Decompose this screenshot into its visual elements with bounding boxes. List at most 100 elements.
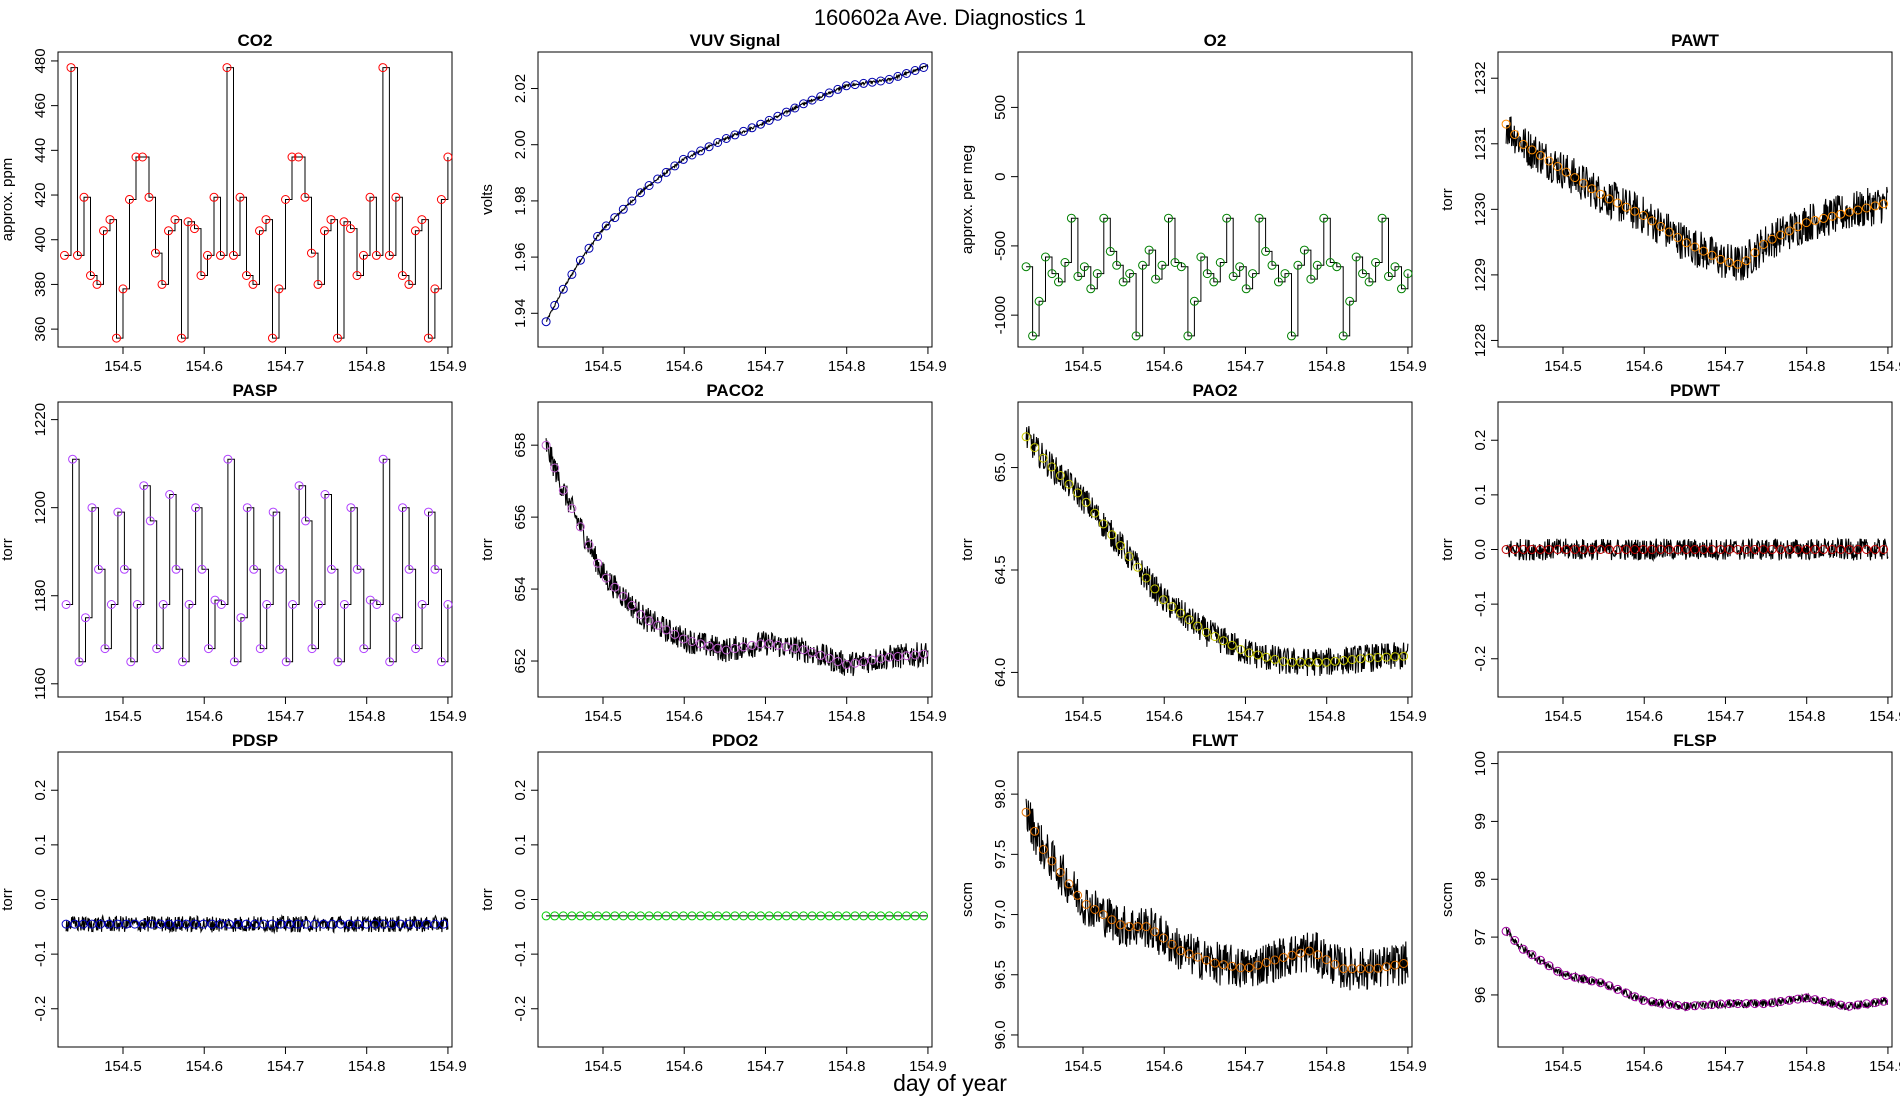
y-tick-label: 0.0 [1472,539,1489,560]
y-axis-label: approx. per meg [959,145,976,254]
y-tick-label: -0.1 [512,941,529,967]
panel-pdsp: PDSP torr -0.2 -0.1 0.0 0.1 0.2 154.5 154.6 154.7… [0,731,467,1075]
y-tick-label: 1160 [32,668,49,700]
y-tick-label: 0 [992,172,1009,180]
y-tick-label: 420 [32,183,49,208]
figure-title: 160602a Ave. Diagnostics 1 [814,5,1086,30]
y-tick-label: -0.2 [1472,646,1489,672]
plot-frame [538,752,932,1047]
y-tick-label: 1229 [1472,258,1489,291]
panel-title: PAO2 [1192,381,1237,400]
average-point [1614,546,1622,554]
y-tick-label: 1230 [1472,193,1489,226]
y-tick-label: 656 [512,505,529,530]
x-tick-label: 154.8 [1788,1058,1826,1075]
x-tick-label: 154.7 [1227,1058,1265,1075]
average-point [1597,190,1605,198]
y-axis-label: sccm [959,882,976,917]
y-tick-label: 97.5 [992,840,1009,869]
panel-title: PASP [232,381,277,400]
x-tick-label: 154.5 [104,708,142,725]
x-tick-label: 154.9 [1389,358,1427,375]
raw-trace [546,65,928,321]
raw-trace [66,459,448,662]
y-tick-label: -500 [992,231,1009,261]
y-tick-label: 0.1 [32,834,49,855]
x-tick-label: 154.8 [1308,1058,1346,1075]
plot-frame [538,52,932,347]
y-tick-label: 0.0 [32,889,49,910]
y-axis-label: sccm [1439,882,1456,917]
x-tick-label: 154.7 [267,1058,305,1075]
x-tick-label: 154.6 [1625,358,1663,375]
x-tick-label: 154.5 [1064,708,1102,725]
panel-co2: CO2 approx. ppm 360 380 400 420 440 460 480 154.5… [0,31,467,375]
panel-o2: O2 approx. per meg -1000 -500 0 500 154.5 154.6… [959,31,1427,375]
y-tick-label: 64.5 [992,555,1009,584]
y-tick-label: 0.1 [1472,484,1489,505]
y-tick-label: 0.2 [1472,430,1489,451]
y-tick-label: 97 [1472,929,1489,946]
panel-title: PDO2 [712,731,758,750]
x-tick-label: 154.6 [665,708,703,725]
y-tick-label: 1200 [32,491,49,524]
y-tick-label: 64.0 [992,658,1009,687]
x-tick-label: 154.6 [1145,358,1183,375]
panel-flwt: FLWTsccm96.096.597.097.598.0154.5 154.6 15… [959,731,1427,1075]
x-tick-label: 154.7 [267,358,305,375]
y-tick-label: -0.2 [32,996,49,1022]
y-axis-label: torr [959,538,976,561]
x-tick-label: 154.7 [747,708,785,725]
raw-trace [1026,218,1408,336]
x-tick-label: 154.7 [747,1058,785,1075]
average-point [714,139,722,147]
x-tick-label: 154.7 [1227,708,1265,725]
x-tick-label: 154.9 [429,708,467,725]
x-tick-label: 154.5 [104,358,142,375]
y-tick-label: -0.1 [1472,591,1489,617]
raw-trace [1506,539,1888,561]
y-tick-label: 658 [512,433,529,458]
panel-paco2: PACO2torr652654656658154.5 154.6 154.7 154.… [479,381,947,725]
x-tick-label: 154.5 [1544,1058,1582,1075]
y-tick-label: 99 [1472,813,1489,830]
y-tick-label: 0.1 [512,834,529,855]
y-tick-label: 2.02 [512,74,529,103]
panel-title: CO2 [238,31,273,50]
y-axis-label: torr [479,888,496,911]
average-point [594,232,602,240]
x-tick-label: 154.6 [1625,1058,1663,1075]
y-tick-label: 98 [1472,871,1489,888]
x-tick-label: 154.8 [348,708,386,725]
x-tick-label: 154.6 [665,1058,703,1075]
y-tick-label: 2.00 [512,130,529,159]
y-axis-label: torr [1439,538,1456,561]
raw-trace [66,916,448,932]
y-tick-label: 1.94 [512,299,529,328]
panel-title: PDWT [1670,381,1721,400]
x-tick-label: 154.6 [185,708,223,725]
x-tick-label: 154.7 [1707,708,1745,725]
plot-frame [1498,52,1892,347]
y-tick-label: 96.5 [992,960,1009,989]
y-tick-label: 96 [1472,987,1489,1004]
y-tick-label: 652 [512,649,529,674]
figure: 160602a Ave. Diagnostics 1 day of year C… [0,0,1900,1100]
panel-pdo2: PDO2torr-0.2-0.10.00.10.2154.5 154.6 154.7… [479,731,947,1075]
x-tick-label: 154.9 [1389,1058,1427,1075]
figure-canvas: 160602a Ave. Diagnostics 1 day of year C… [0,0,1900,1100]
y-tick-label: 1228 [1472,324,1489,357]
y-tick-label: 380 [32,272,49,297]
average-point [1502,120,1510,128]
y-tick-label: 500 [992,95,1009,120]
raw-trace [1506,117,1888,281]
y-axis-label: torr [479,538,496,561]
panel-pasp: PASPtorr1160118012001220154.5 154.6 154.7 1… [0,381,467,725]
y-tick-label: 1.96 [512,242,529,271]
plot-frame [58,752,452,1047]
x-tick-label: 154.6 [1625,708,1663,725]
x-tick-label: 154.5 [584,708,622,725]
y-tick-label: -0.2 [512,996,529,1022]
x-tick-label: 154.9 [1389,708,1427,725]
average-point [542,318,550,326]
